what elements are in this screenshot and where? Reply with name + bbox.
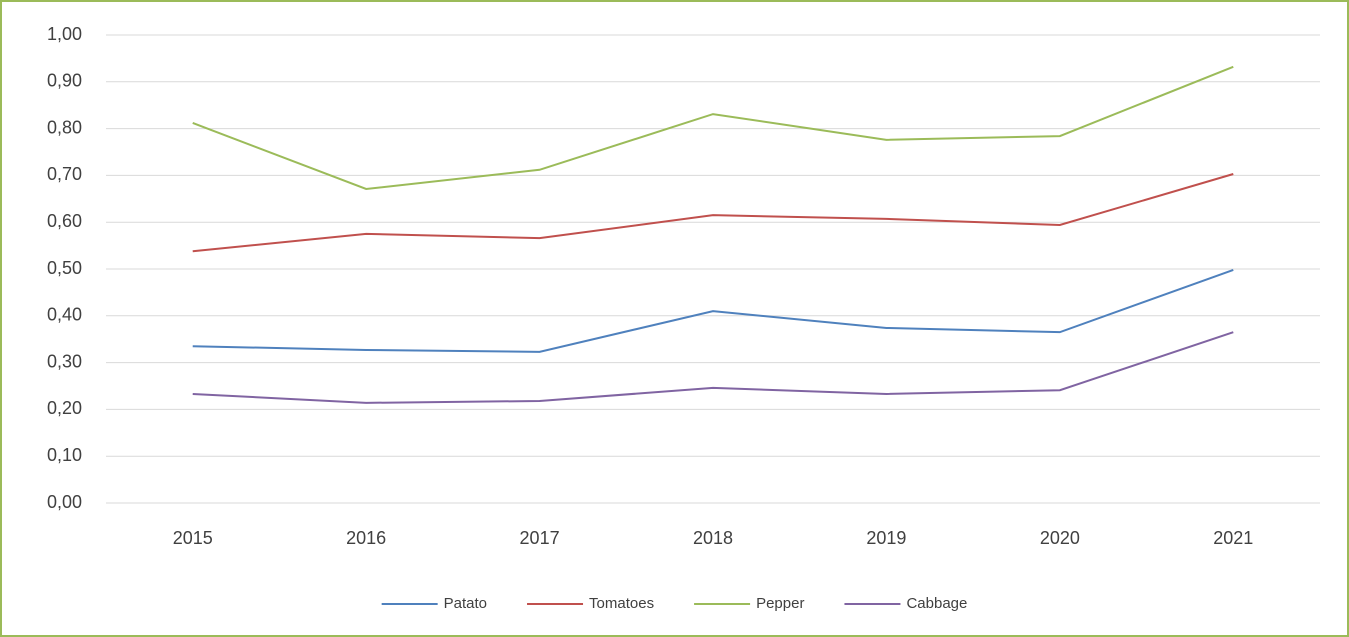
x-tick-label: 2016 — [346, 528, 386, 548]
y-tick-label: 0,20 — [47, 398, 82, 418]
x-tick-label: 2015 — [173, 528, 213, 548]
legend-label: Tomatoes — [589, 595, 654, 612]
y-tick-label: 0,00 — [47, 492, 82, 512]
series-line — [192, 331, 1234, 404]
y-tick-label: 0,90 — [47, 71, 82, 91]
x-tick-label: 2019 — [866, 528, 906, 548]
y-tick-label: 0,40 — [47, 305, 82, 325]
legend-label: Cabbage — [906, 595, 967, 612]
y-tick-label: 0,80 — [47, 117, 82, 137]
y-tick-label: 0,50 — [47, 258, 82, 278]
series-line — [192, 268, 1234, 353]
x-tick-label: 2021 — [1213, 528, 1253, 548]
legend-label: Patato — [444, 595, 487, 612]
y-tick-label: 0,70 — [47, 164, 82, 184]
y-tick-label: 0,60 — [47, 211, 82, 231]
y-tick-label: 0,30 — [47, 351, 82, 371]
x-tick-label: 2020 — [1040, 528, 1080, 548]
x-tick-label: 2018 — [693, 528, 733, 548]
series-line — [192, 173, 1234, 253]
series-line — [192, 65, 1234, 190]
y-tick-label: 0,10 — [47, 445, 82, 465]
x-tick-label: 2017 — [520, 528, 560, 548]
legend-label: Pepper — [756, 595, 804, 612]
y-tick-label: 1,00 — [47, 24, 82, 44]
